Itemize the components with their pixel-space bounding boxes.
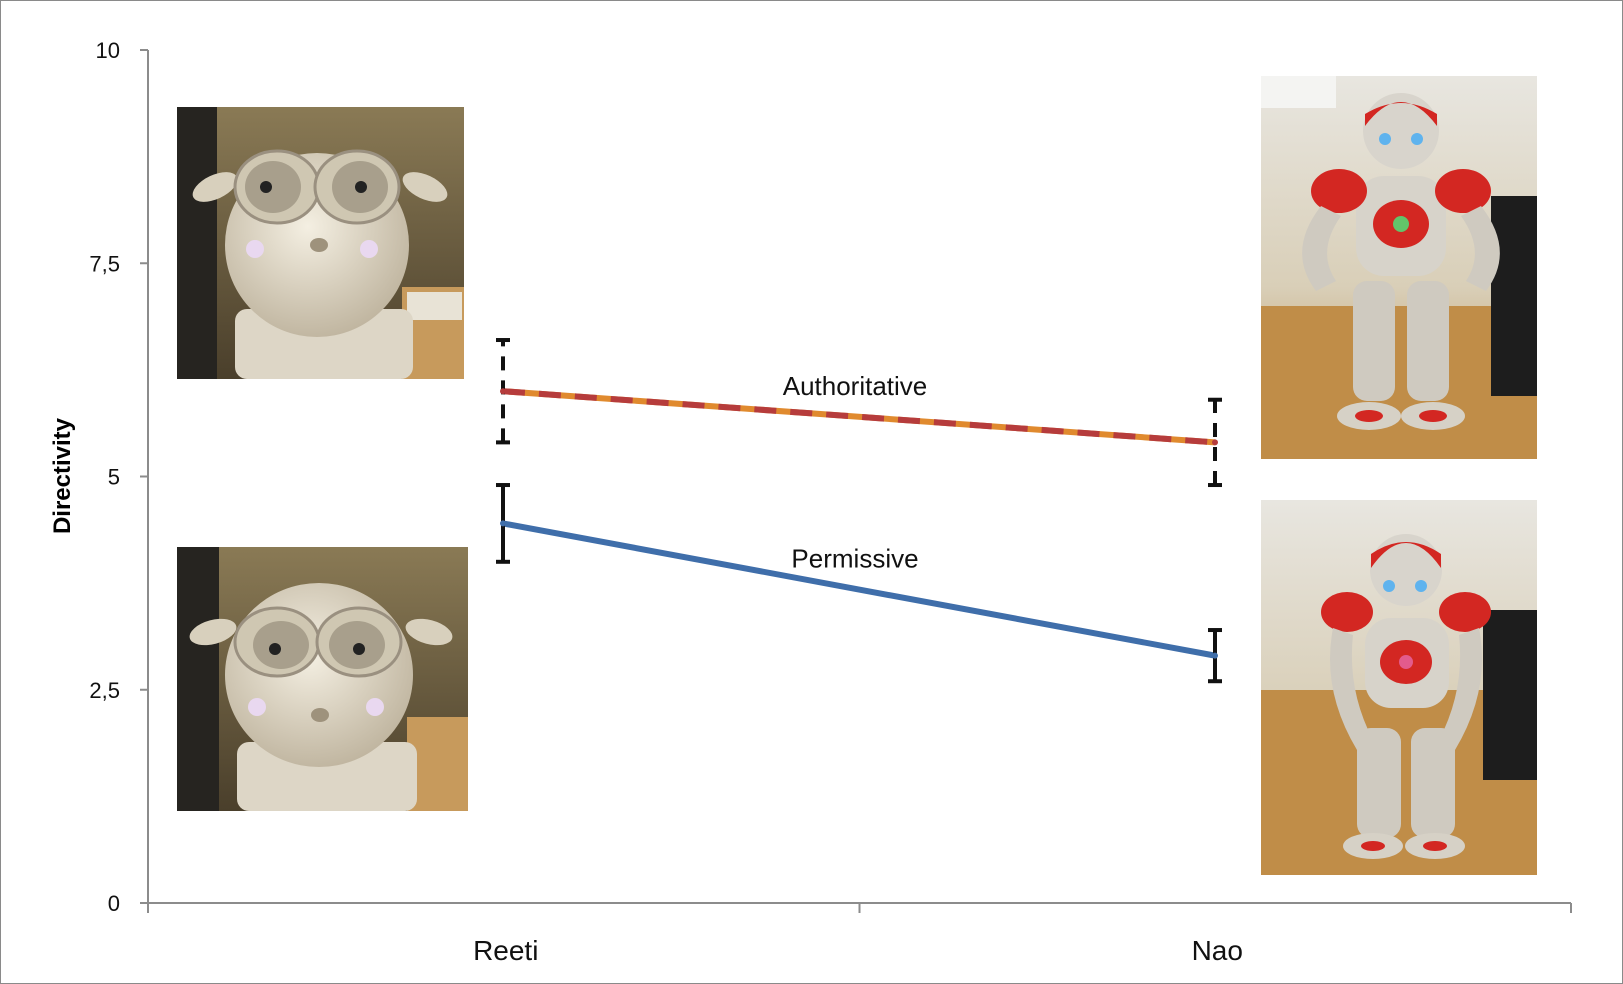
series-label: Authoritative <box>783 371 928 401</box>
y-tick-label: 2,5 <box>89 678 120 703</box>
x-category-label: Reeti <box>473 935 538 966</box>
nao-permissive-photo <box>1261 500 1537 875</box>
y-tick-label: 7,5 <box>89 251 120 276</box>
y-axis-title: Directivity <box>49 417 76 534</box>
series-authoritative: Authoritative <box>496 338 1222 488</box>
y-tick-label: 5 <box>108 465 120 490</box>
y-tick-label: 10 <box>96 38 120 63</box>
reeti-permissive-photo <box>177 547 468 811</box>
error-bar <box>1208 397 1222 488</box>
reeti-authoritative-photo <box>177 107 464 379</box>
series-line <box>502 388 1216 446</box>
y-tick-label: 0 <box>108 891 120 916</box>
data-point <box>1212 439 1218 446</box>
series-line <box>502 520 1216 659</box>
data-point <box>500 520 506 527</box>
data-point <box>1212 652 1218 659</box>
data-point <box>500 388 506 395</box>
nao-authoritative-photo <box>1261 76 1537 459</box>
x-category-label: Nao <box>1192 935 1243 966</box>
series-label: Permissive <box>791 544 918 574</box>
series-permissive: Permissive <box>496 483 1222 684</box>
